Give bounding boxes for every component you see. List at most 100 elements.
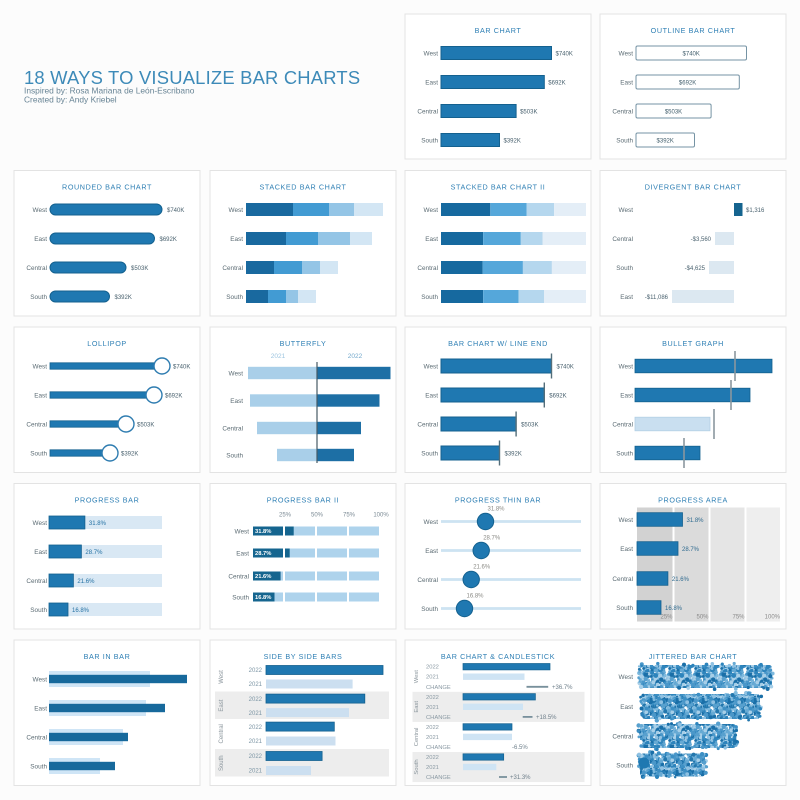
svg-text:Central: Central bbox=[222, 265, 243, 272]
svg-text:BAR CHART: BAR CHART bbox=[475, 26, 522, 35]
svg-text:$740K: $740K bbox=[167, 208, 184, 214]
svg-text:$503K: $503K bbox=[665, 109, 682, 115]
svg-text:PROGRESS BAR: PROGRESS BAR bbox=[75, 495, 140, 504]
svg-text:$740K: $740K bbox=[557, 364, 574, 370]
svg-text:West: West bbox=[33, 207, 48, 214]
svg-text:South: South bbox=[421, 450, 438, 457]
svg-text:Inspired by: Rosa Mariana de L: Inspired by: Rosa Mariana de León-Escrib… bbox=[24, 86, 195, 96]
svg-text:2021: 2021 bbox=[426, 705, 439, 711]
svg-text:South: South bbox=[616, 762, 633, 769]
svg-text:16.8%: 16.8% bbox=[255, 595, 271, 601]
svg-text:Central: Central bbox=[26, 421, 47, 428]
svg-text:2022: 2022 bbox=[348, 353, 363, 360]
svg-text:East: East bbox=[230, 398, 243, 405]
svg-text:16.8%: 16.8% bbox=[665, 606, 683, 612]
svg-text:East: East bbox=[620, 392, 633, 399]
svg-text:-$4,625: -$4,625 bbox=[685, 266, 706, 272]
svg-text:+31.3%: +31.3% bbox=[510, 775, 531, 781]
svg-text:$1,316: $1,316 bbox=[746, 208, 765, 214]
svg-text:East: East bbox=[620, 294, 633, 301]
svg-text:$503K: $503K bbox=[137, 422, 154, 428]
svg-text:South: South bbox=[421, 606, 438, 613]
svg-text:$392K: $392K bbox=[115, 295, 132, 301]
svg-text:+36.7%: +36.7% bbox=[552, 685, 573, 691]
svg-text:2021: 2021 bbox=[426, 675, 439, 681]
svg-text:28.7%: 28.7% bbox=[483, 536, 501, 542]
svg-text:South: South bbox=[616, 265, 633, 272]
svg-text:East: East bbox=[34, 392, 47, 399]
svg-text:18 WAYS TO VISUALIZE BAR CHART: 18 WAYS TO VISUALIZE BAR CHARTS bbox=[24, 67, 360, 88]
svg-text:$692K: $692K bbox=[165, 393, 182, 399]
svg-text:West: West bbox=[424, 519, 439, 526]
svg-text:East: East bbox=[425, 548, 438, 555]
svg-text:28.7%: 28.7% bbox=[85, 550, 103, 556]
svg-text:2022: 2022 bbox=[249, 668, 263, 674]
svg-text:2022: 2022 bbox=[426, 755, 439, 761]
svg-text:Central: Central bbox=[417, 577, 438, 584]
svg-text:28.7%: 28.7% bbox=[255, 551, 271, 557]
svg-text:West: West bbox=[229, 207, 244, 214]
svg-text:South: South bbox=[421, 294, 438, 301]
svg-text:South: South bbox=[219, 755, 225, 771]
svg-text:$692K: $692K bbox=[160, 237, 177, 243]
svg-text:Created by: Andy Kriebel: Created by: Andy Kriebel bbox=[24, 95, 117, 105]
svg-text:East: East bbox=[620, 704, 633, 711]
svg-text:2022: 2022 bbox=[249, 697, 263, 703]
svg-text:21.6%: 21.6% bbox=[672, 577, 690, 583]
svg-text:2021: 2021 bbox=[249, 711, 263, 717]
svg-text:Central: Central bbox=[612, 421, 633, 428]
svg-text:28.7%: 28.7% bbox=[682, 547, 700, 553]
svg-text:BAR IN BAR: BAR IN BAR bbox=[84, 652, 131, 661]
svg-text:BULLET GRAPH: BULLET GRAPH bbox=[662, 339, 724, 348]
svg-text:$692K: $692K bbox=[548, 80, 565, 86]
svg-text:West: West bbox=[229, 370, 244, 377]
svg-text:$503K: $503K bbox=[131, 266, 148, 272]
svg-text:East: East bbox=[34, 549, 47, 556]
svg-text:South: South bbox=[414, 759, 420, 774]
svg-text:West: West bbox=[619, 363, 634, 370]
svg-text:BAR CHART W/ LINE END: BAR CHART W/ LINE END bbox=[448, 339, 548, 348]
svg-text:31.8%: 31.8% bbox=[488, 507, 506, 513]
svg-text:JITTERED BAR CHART: JITTERED BAR CHART bbox=[649, 652, 738, 661]
svg-text:East: East bbox=[425, 392, 438, 399]
svg-text:$392K: $392K bbox=[657, 138, 674, 144]
svg-text:25%: 25% bbox=[660, 615, 673, 621]
svg-text:$740K: $740K bbox=[556, 51, 573, 57]
svg-text:2021: 2021 bbox=[271, 353, 286, 360]
svg-text:STACKED BAR CHART II: STACKED BAR CHART II bbox=[451, 182, 546, 191]
svg-text:West: West bbox=[33, 676, 48, 683]
svg-text:West: West bbox=[235, 528, 250, 535]
svg-text:West: West bbox=[424, 207, 439, 214]
svg-text:Central: Central bbox=[417, 265, 438, 272]
svg-text:PROGRESS BAR II: PROGRESS BAR II bbox=[267, 495, 340, 504]
svg-text:$692K: $692K bbox=[549, 393, 566, 399]
svg-text:Central: Central bbox=[219, 724, 225, 743]
svg-text:East: East bbox=[414, 701, 420, 713]
svg-text:25%: 25% bbox=[279, 513, 292, 519]
svg-text:BAR CHART & CANDLESTICK: BAR CHART & CANDLESTICK bbox=[441, 652, 555, 661]
svg-text:CHANGE: CHANGE bbox=[426, 745, 451, 751]
svg-text:$503K: $503K bbox=[520, 109, 537, 115]
svg-text:-$11,086: -$11,086 bbox=[645, 295, 669, 301]
svg-text:Central: Central bbox=[414, 728, 420, 747]
svg-text:2022: 2022 bbox=[249, 725, 263, 731]
svg-text:2022: 2022 bbox=[426, 665, 439, 671]
svg-text:$740K: $740K bbox=[173, 364, 190, 370]
svg-text:2021: 2021 bbox=[426, 765, 439, 771]
svg-text:2022: 2022 bbox=[426, 725, 439, 731]
svg-text:$392K: $392K bbox=[504, 138, 521, 144]
svg-text:CHANGE: CHANGE bbox=[426, 715, 451, 721]
svg-text:ROUNDED BAR CHART: ROUNDED BAR CHART bbox=[62, 182, 152, 191]
svg-text:Central: Central bbox=[612, 576, 633, 583]
svg-text:South: South bbox=[616, 605, 633, 612]
svg-text:East: East bbox=[34, 236, 47, 243]
svg-text:21.6%: 21.6% bbox=[255, 574, 271, 580]
svg-text:$392K: $392K bbox=[121, 451, 138, 457]
svg-text:100%: 100% bbox=[765, 615, 781, 621]
svg-text:50%: 50% bbox=[696, 615, 709, 621]
svg-text:+18.5%: +18.5% bbox=[536, 715, 557, 721]
svg-text:West: West bbox=[33, 363, 48, 370]
svg-text:$392K: $392K bbox=[505, 451, 522, 457]
svg-text:South: South bbox=[421, 137, 438, 144]
svg-text:East: East bbox=[620, 79, 633, 86]
